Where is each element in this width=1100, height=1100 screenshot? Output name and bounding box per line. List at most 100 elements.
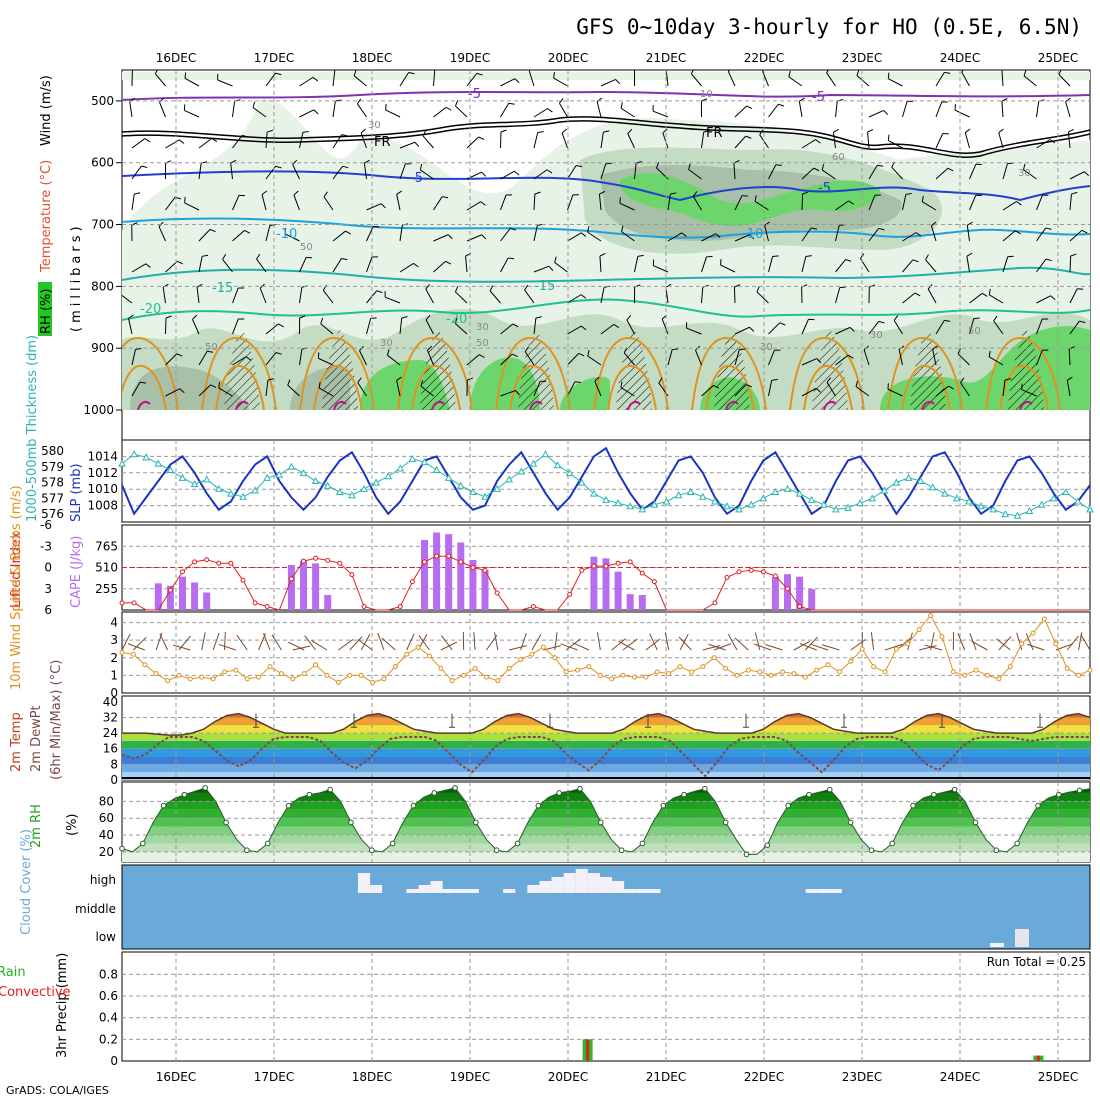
wind-barb	[826, 72, 836, 87]
wind-barb-flag	[621, 225, 624, 232]
temp-contour-35	[529, 401, 543, 410]
rh-point	[1035, 802, 1041, 809]
wind-barb	[466, 136, 479, 149]
wind-barb-flag	[425, 314, 431, 321]
wind-barb-10m	[793, 640, 810, 651]
wind-barb	[567, 325, 582, 335]
wind-barb	[332, 134, 343, 149]
thickness-point	[239, 492, 247, 500]
wind-barb	[620, 107, 635, 118]
wind-speed-point	[392, 664, 398, 670]
li-point	[252, 600, 258, 606]
cape-bar	[179, 576, 186, 610]
wind-barb	[196, 287, 200, 304]
wind-barb	[734, 105, 747, 118]
wind-barb	[701, 132, 705, 149]
wind-barb-flag	[386, 349, 390, 356]
rh-label: 30	[760, 342, 773, 353]
wind-barb-10m	[377, 632, 385, 651]
wind-barb	[489, 290, 501, 304]
wind-barb-flag	[745, 135, 752, 139]
rh-point	[285, 802, 292, 809]
wind-barb	[533, 381, 541, 397]
high-cloud-bar	[418, 885, 431, 893]
wind-barb	[198, 350, 208, 366]
wind-barb-flag	[672, 348, 679, 351]
wind-barb	[835, 354, 849, 366]
wind-barb	[801, 139, 816, 149]
wind-barb-10m	[292, 645, 311, 651]
wind-barb-flag	[635, 161, 643, 164]
li-tick-label: -3	[40, 539, 52, 553]
wind-barb	[1036, 194, 1043, 211]
li-point	[119, 600, 125, 606]
wind-barb	[1036, 101, 1040, 118]
rh-point	[785, 802, 791, 809]
wind-barb-flag	[1049, 139, 1056, 144]
wind-barb-flag	[218, 381, 221, 389]
wind-speed-point	[1087, 667, 1093, 673]
li-tick-label: 0	[44, 561, 52, 575]
wind-barb	[533, 169, 548, 180]
wind-barb	[587, 231, 602, 242]
thickness-point	[493, 484, 501, 492]
thickness-point	[662, 497, 671, 505]
wind-barb	[667, 349, 673, 366]
temp-line	[122, 712, 1091, 736]
wind-barb	[694, 350, 702, 366]
wind-barb-flag	[534, 191, 541, 195]
wind-speed-point	[836, 669, 842, 675]
wind-barb-flag	[745, 384, 752, 388]
wind-barb	[600, 287, 605, 304]
wind-speed-point	[426, 653, 432, 659]
wind-barb	[935, 72, 945, 87]
wind-barb	[1002, 201, 1017, 211]
wind-barb-flag	[376, 290, 383, 294]
wind-barb-flag	[341, 134, 348, 137]
cape-bar	[614, 571, 622, 610]
rh-point	[160, 802, 167, 809]
rh-legend-swatch	[38, 282, 52, 336]
wind-barb-flag	[816, 358, 822, 364]
precip-tick-label: 0.4	[99, 1011, 118, 1025]
wind-speed-point	[745, 667, 751, 673]
temp-label: -15	[534, 279, 555, 294]
wind-barb-10m	[664, 632, 670, 651]
li-point	[180, 569, 185, 575]
wind-barb-10m	[349, 636, 363, 651]
wind-barb-flag	[703, 130, 710, 133]
wind-speed-point	[324, 672, 330, 678]
temp-tick-label: 16	[103, 742, 118, 756]
pressure-tick-label: 800	[91, 279, 114, 293]
wind-barb	[653, 265, 669, 273]
li-point	[579, 567, 585, 573]
wind-speed-point	[768, 672, 774, 678]
wind-barb-flag	[727, 70, 731, 72]
thickness-point	[1025, 506, 1034, 514]
wind-barb	[353, 75, 367, 87]
wind-barb	[420, 169, 434, 180]
precip-axis-label: 3hr Precip (mm)	[55, 953, 70, 1058]
wind-barb	[265, 132, 268, 149]
wind-speed-point	[1030, 630, 1036, 636]
temp-contour-25	[593, 336, 669, 410]
wind-barb	[621, 231, 635, 242]
wind-speed-point	[654, 669, 660, 675]
wind-barb	[320, 323, 334, 335]
thickness-point	[602, 495, 610, 503]
wind-speed-point	[404, 651, 410, 657]
temp-label: -15	[212, 281, 233, 296]
wind-speed-point	[939, 634, 945, 640]
rh-point	[223, 819, 229, 826]
wind-barb-flag	[454, 100, 459, 107]
wind-barb-flag	[859, 253, 865, 259]
wind-barb	[1036, 349, 1043, 366]
cape-bar	[166, 585, 174, 610]
wind-barb	[422, 135, 434, 149]
wind-barb	[359, 350, 367, 366]
wind-barb	[433, 70, 436, 87]
rh-point	[660, 802, 667, 809]
surface-hatch	[322, 330, 358, 410]
wind-speed-point	[290, 676, 296, 682]
